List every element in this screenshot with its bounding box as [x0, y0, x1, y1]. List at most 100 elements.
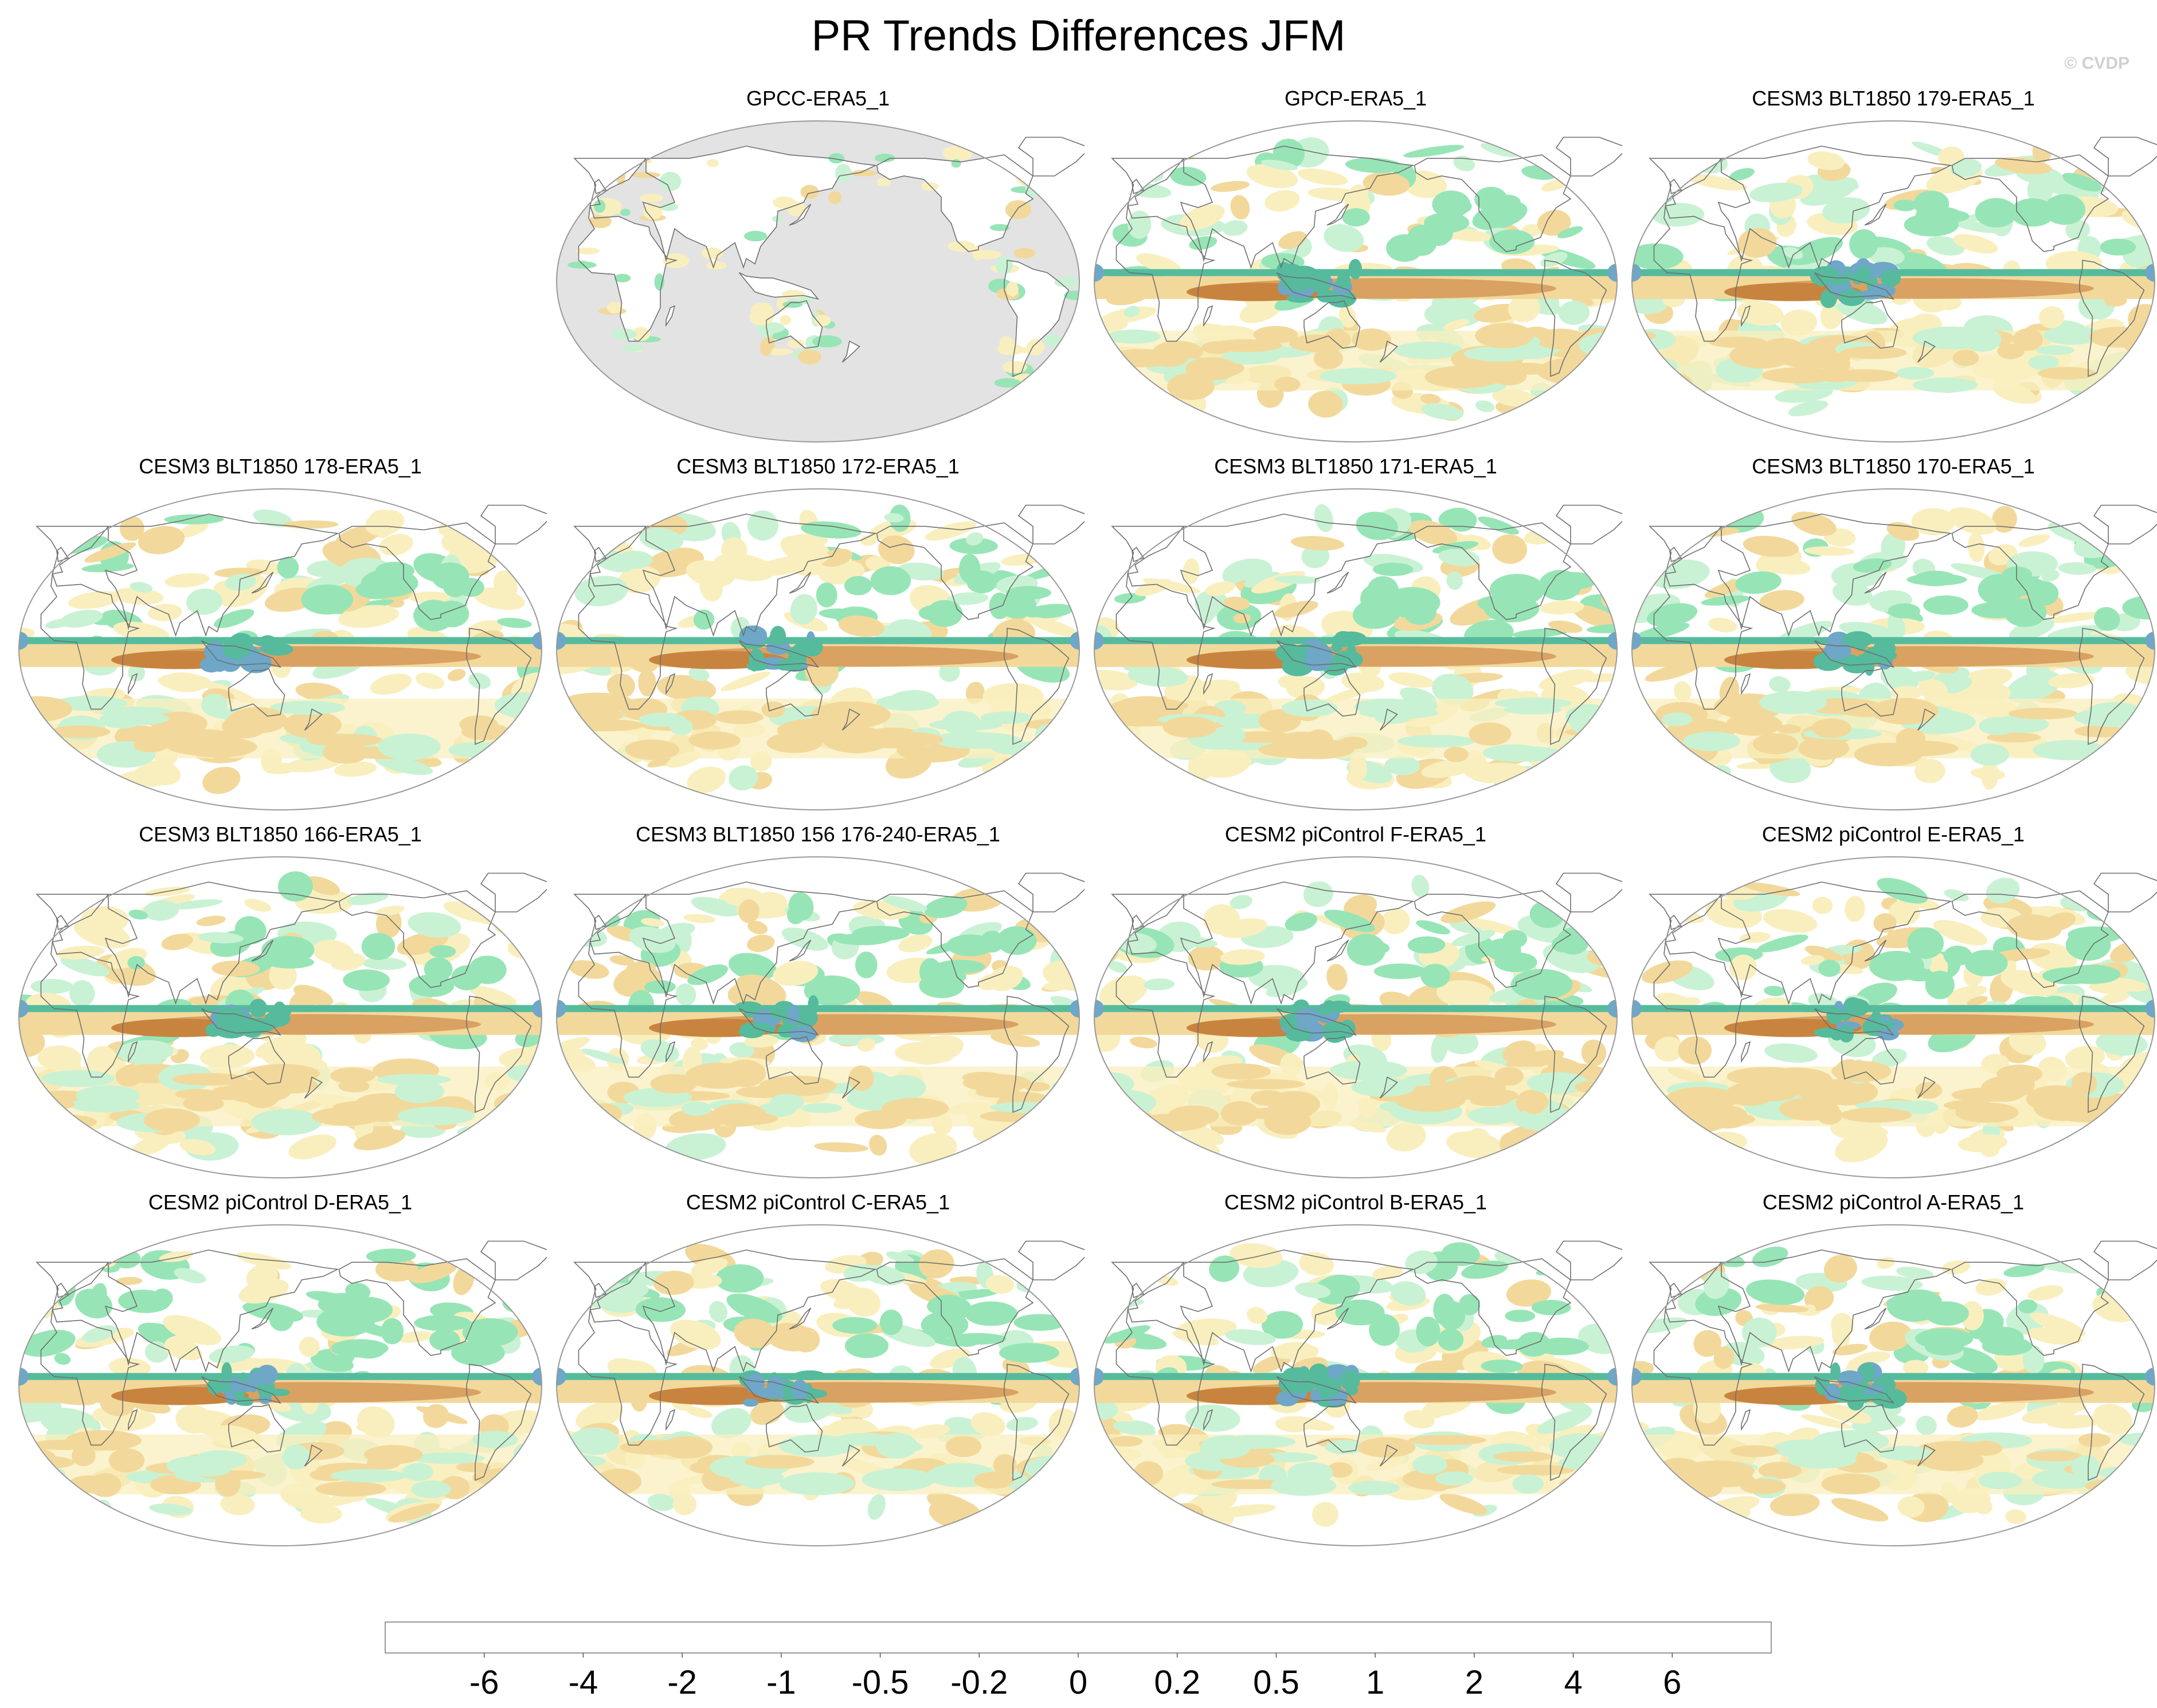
trend-blob	[1062, 1495, 1079, 1504]
trend-blob	[1835, 1130, 1888, 1163]
trend-blob	[211, 1086, 244, 1100]
trend-blob	[1858, 290, 1884, 300]
trend-blob	[1134, 578, 1172, 596]
trend-blob	[375, 562, 415, 580]
trend-blob	[396, 1331, 433, 1343]
trend-blob	[1246, 1307, 1267, 1324]
trend-blob	[2026, 1085, 2088, 1113]
map-frame	[1094, 120, 1618, 442]
coastline	[1917, 340, 1936, 363]
trend-blob	[409, 1262, 457, 1283]
trend-blob	[1632, 1106, 1660, 1135]
trend-blob	[1094, 1473, 1132, 1497]
precip-trend-map	[1094, 856, 1622, 1178]
trend-blob	[1916, 1447, 1978, 1464]
trend-blob	[1916, 1416, 1937, 1435]
coastline	[766, 300, 823, 349]
trend-blob	[994, 378, 1021, 388]
edge-wet-core	[2145, 631, 2155, 650]
trend-blob	[1986, 877, 2020, 904]
trend-blob	[1489, 229, 1535, 254]
trend-blob	[1438, 549, 1480, 567]
trend-blob	[1678, 1036, 1712, 1065]
precip-trend-map	[556, 488, 1085, 810]
trend-blob	[878, 535, 915, 565]
trend-blob	[640, 918, 665, 927]
trend-blob	[1831, 1060, 1892, 1082]
trend-blob	[1632, 1361, 1654, 1377]
coastline	[1951, 154, 2109, 252]
trend-blob	[1683, 731, 1740, 751]
trend-blob	[884, 513, 904, 523]
trend-blob	[1761, 367, 1838, 383]
trend-blob	[1281, 739, 1355, 759]
trend-blob	[2062, 965, 2121, 984]
trend-blob	[1821, 352, 1851, 375]
trend-blob	[1971, 602, 2023, 618]
trend-blob	[334, 761, 377, 777]
trend-blob	[786, 1004, 800, 1025]
trend-blob	[1763, 908, 1818, 933]
trend-blob	[1662, 712, 1693, 727]
trend-blob	[1823, 1255, 1857, 1283]
trend-blob	[1441, 1242, 1480, 1266]
trend-blob	[429, 1329, 460, 1351]
trend-blob	[1967, 996, 1988, 1006]
map-panel: GPCC-ERA5_1	[549, 86, 1087, 453]
trend-blob	[1833, 369, 1898, 382]
trend-blob	[24, 1099, 75, 1110]
trend-blob	[973, 1471, 1014, 1489]
trend-blob	[1034, 886, 1079, 906]
coastline	[1111, 526, 1216, 710]
trend-blob	[299, 1337, 320, 1357]
trend-blob	[948, 1333, 1007, 1345]
coastline	[573, 1262, 678, 1446]
map-panel: CESM3 BLT1850 179-ERA5_1	[1624, 86, 2157, 453]
trend-blob	[239, 1017, 264, 1038]
coastline	[480, 504, 547, 544]
trend-blob	[1783, 246, 1803, 260]
trend-blob	[1975, 1278, 2006, 1296]
trend-blob	[1673, 681, 1692, 702]
trend-blob	[1902, 1360, 1929, 1376]
trend-blob	[1505, 1049, 1564, 1071]
trend-blob	[2117, 1111, 2150, 1129]
trend-blob	[175, 1405, 212, 1434]
trend-blob	[632, 327, 651, 341]
trend-blob	[1384, 756, 1420, 775]
trend-blob	[925, 521, 977, 541]
trend-blob	[1674, 769, 1724, 779]
coastline	[1004, 1364, 1070, 1481]
coastline	[1017, 872, 1085, 912]
trend-blob	[1002, 361, 1027, 374]
trend-blob	[1845, 895, 1865, 922]
trend-blob	[838, 616, 884, 637]
trend-blob	[30, 1114, 97, 1130]
trend-blob	[811, 701, 891, 728]
trend-blob	[1632, 328, 1676, 351]
trend-blob	[1851, 272, 1864, 285]
trend-blob	[269, 1307, 294, 1331]
trend-blob	[1222, 220, 1248, 236]
trend-blob	[127, 956, 145, 970]
trend-blob	[84, 542, 136, 563]
trend-blob	[949, 537, 998, 554]
trend-blob	[1018, 160, 1039, 172]
trend-blob	[497, 617, 532, 628]
coastline	[1303, 1036, 1361, 1085]
coastline	[1203, 673, 1213, 695]
trend-blob	[660, 1436, 713, 1459]
trend-blob	[1646, 738, 1665, 759]
trend-blob	[2096, 1031, 2148, 1056]
coastline	[1951, 1258, 2109, 1356]
trend-blob	[488, 1480, 518, 1507]
trend-blob	[1481, 1335, 1507, 1348]
trend-blob	[1575, 1081, 1604, 1093]
trend-blob	[1632, 742, 1681, 767]
trend-blob	[1408, 1435, 1487, 1445]
trend-blob	[1881, 531, 1906, 562]
trend-blob	[2113, 1417, 2133, 1428]
coastline	[1004, 628, 1070, 745]
trend-blob	[755, 892, 787, 910]
trend-blob	[1372, 562, 1414, 577]
